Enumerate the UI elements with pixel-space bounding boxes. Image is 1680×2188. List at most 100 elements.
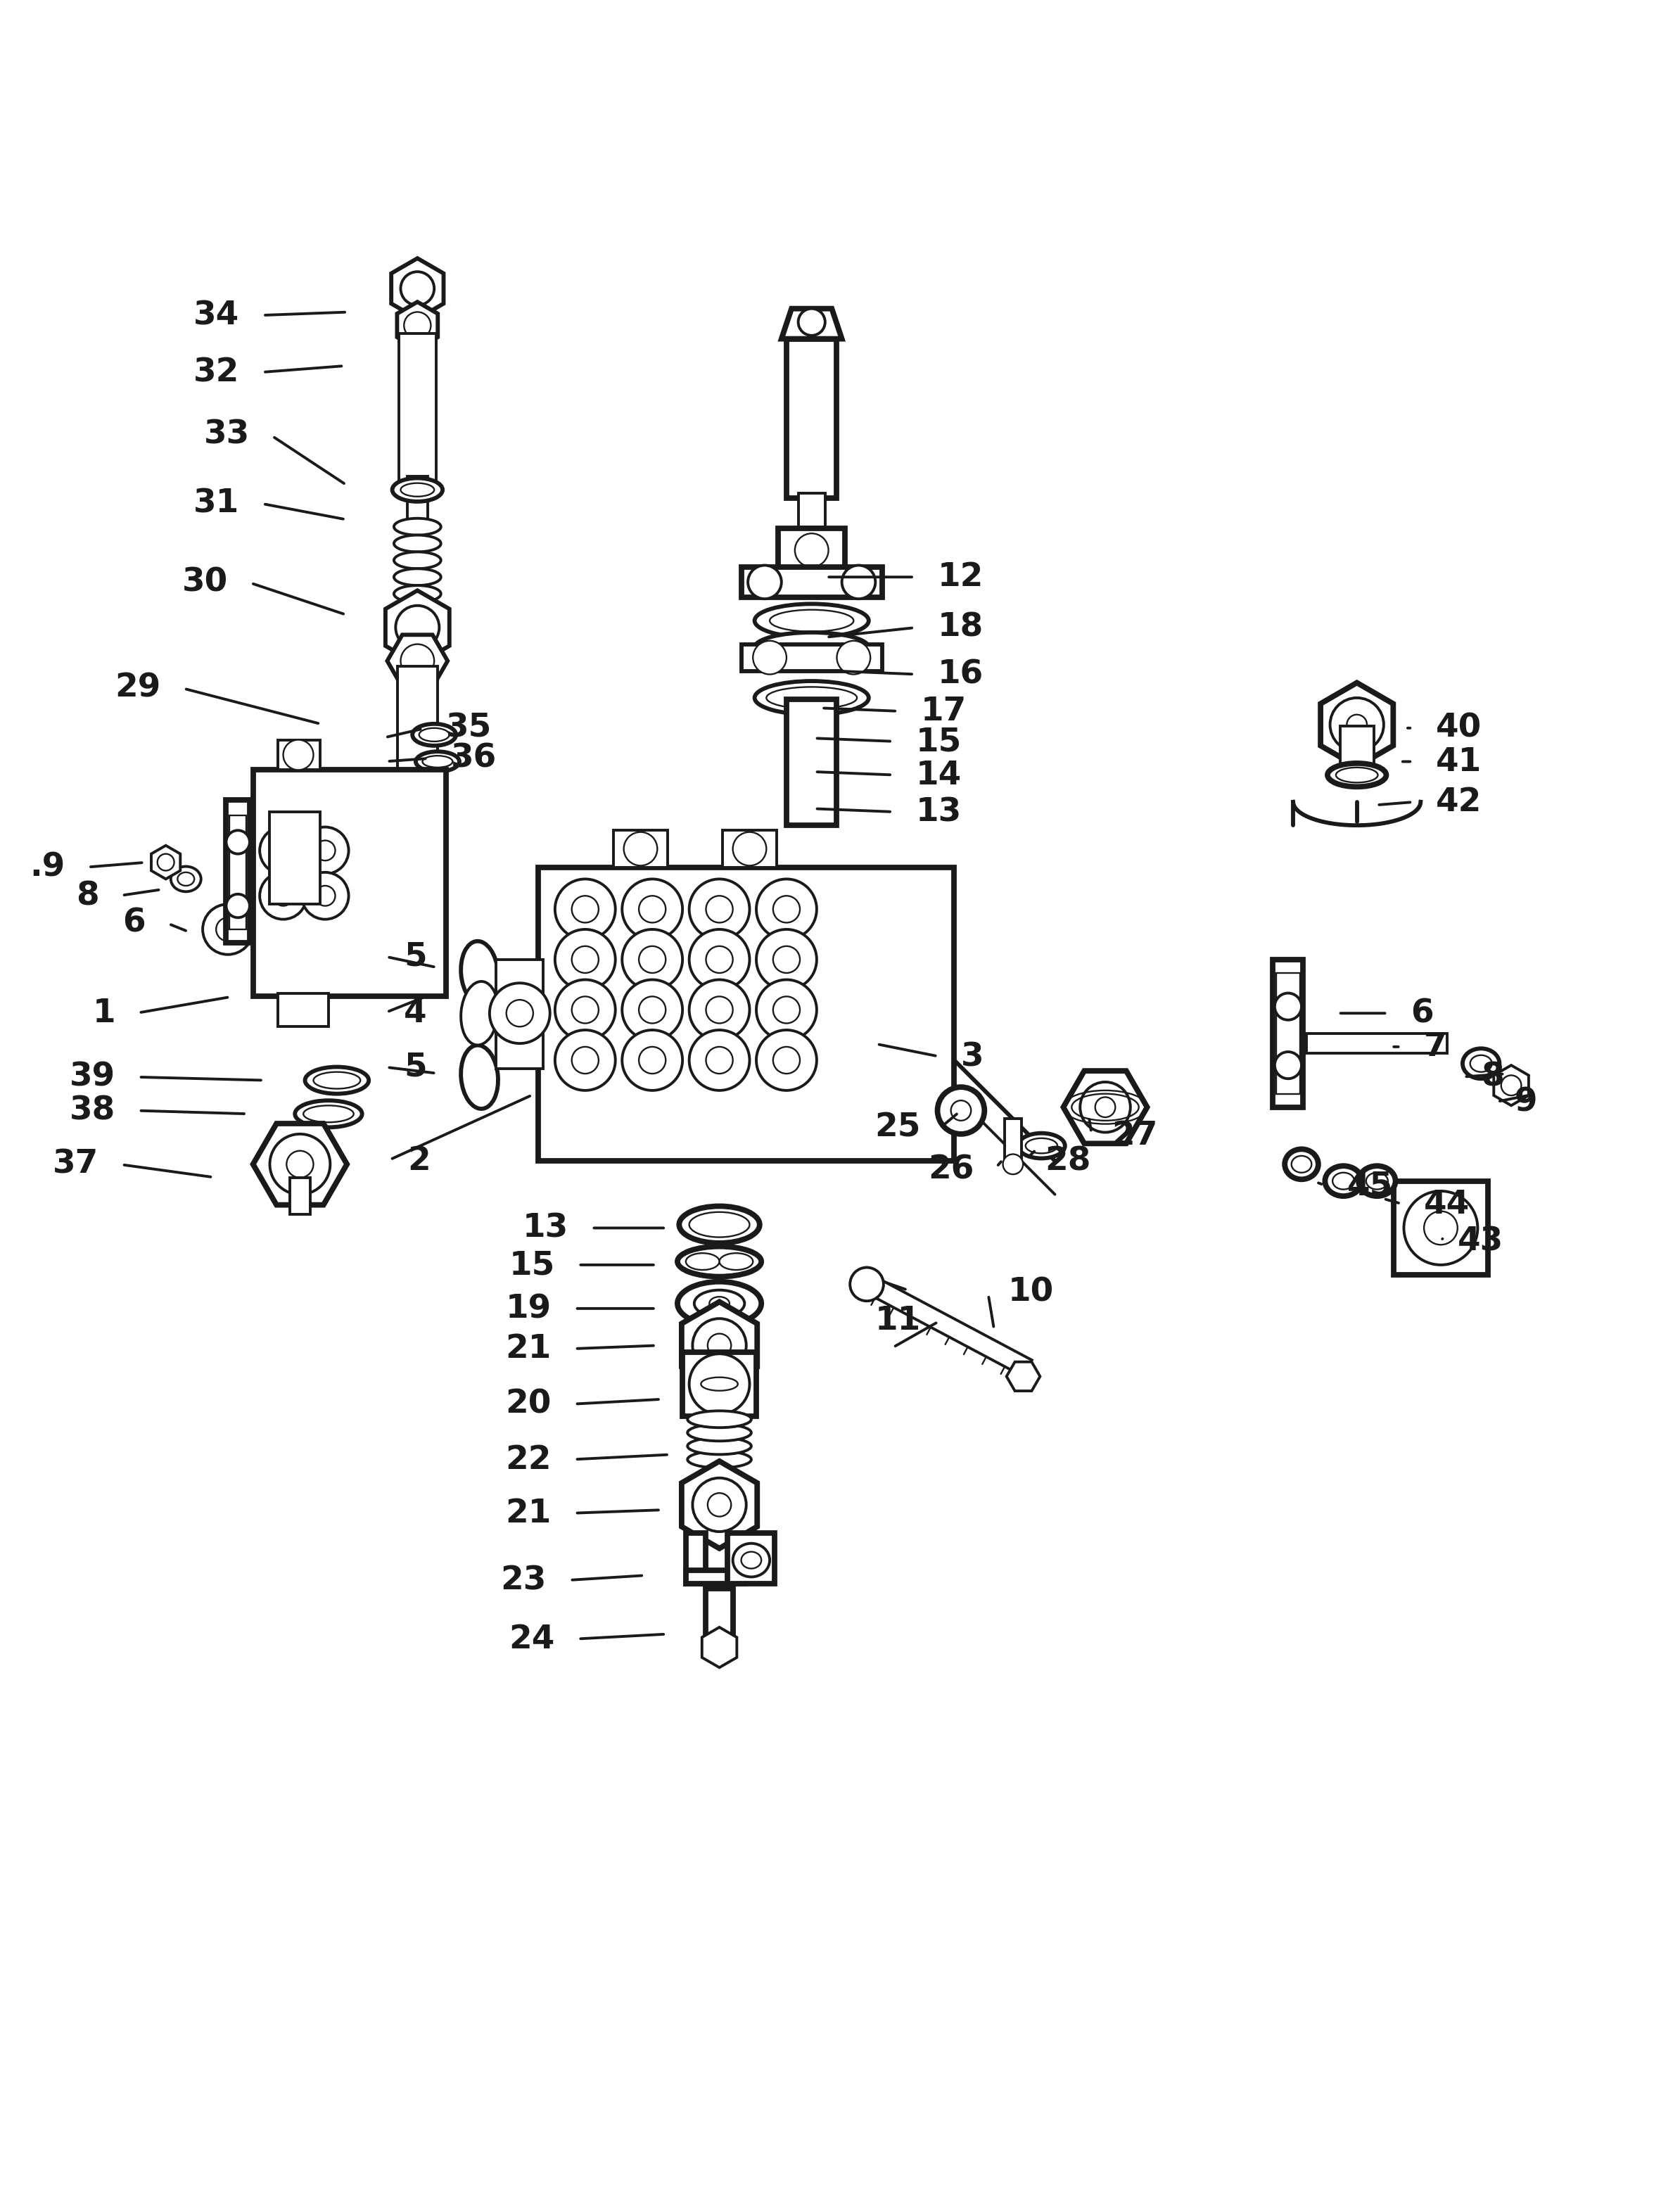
Ellipse shape bbox=[694, 1291, 744, 1317]
Bar bbox=[613, 831, 667, 869]
Circle shape bbox=[707, 1335, 731, 1357]
Ellipse shape bbox=[393, 569, 440, 586]
Ellipse shape bbox=[754, 632, 869, 663]
Bar bbox=[538, 869, 954, 1162]
Text: .9: .9 bbox=[30, 851, 66, 884]
Ellipse shape bbox=[460, 982, 497, 1046]
Ellipse shape bbox=[393, 519, 440, 536]
Circle shape bbox=[571, 1048, 598, 1074]
Bar bbox=[279, 740, 321, 770]
Circle shape bbox=[260, 873, 307, 919]
Circle shape bbox=[756, 980, 816, 1039]
Text: 22: 22 bbox=[506, 1444, 551, 1475]
Circle shape bbox=[158, 853, 175, 871]
Circle shape bbox=[571, 897, 598, 923]
Ellipse shape bbox=[171, 866, 202, 893]
Polygon shape bbox=[386, 635, 447, 687]
Polygon shape bbox=[1063, 1072, 1147, 1144]
Polygon shape bbox=[385, 591, 449, 665]
Ellipse shape bbox=[687, 1438, 751, 1455]
Bar bbox=[1005, 1118, 1021, 1166]
Ellipse shape bbox=[769, 610, 853, 632]
Text: 40: 40 bbox=[1435, 713, 1482, 744]
Ellipse shape bbox=[677, 1247, 761, 1278]
Text: 1: 1 bbox=[92, 998, 116, 1028]
Text: 25: 25 bbox=[875, 1112, 921, 1144]
Polygon shape bbox=[1006, 1363, 1040, 1392]
Bar bbox=[741, 645, 882, 672]
Circle shape bbox=[622, 980, 682, 1039]
Text: 5: 5 bbox=[403, 1052, 427, 1083]
Bar bbox=[1393, 1182, 1487, 1276]
Ellipse shape bbox=[1366, 1173, 1388, 1190]
Circle shape bbox=[638, 897, 665, 923]
Ellipse shape bbox=[687, 1411, 751, 1429]
Circle shape bbox=[1347, 715, 1366, 735]
Circle shape bbox=[1080, 1083, 1131, 1133]
Polygon shape bbox=[702, 1628, 736, 1667]
Circle shape bbox=[937, 1087, 984, 1133]
Circle shape bbox=[1500, 1076, 1520, 1096]
Circle shape bbox=[395, 606, 438, 650]
Ellipse shape bbox=[178, 873, 195, 886]
Ellipse shape bbox=[1326, 1166, 1361, 1197]
Polygon shape bbox=[254, 1125, 346, 1206]
Circle shape bbox=[203, 904, 254, 954]
Text: 6: 6 bbox=[123, 908, 146, 939]
Text: 43: 43 bbox=[1457, 1225, 1504, 1258]
Bar bbox=[396, 667, 437, 792]
Text: 13: 13 bbox=[916, 796, 961, 827]
Ellipse shape bbox=[701, 1378, 738, 1392]
Text: 19: 19 bbox=[506, 1293, 551, 1324]
Bar bbox=[1277, 974, 1300, 1094]
Text: 2: 2 bbox=[407, 1144, 430, 1177]
Circle shape bbox=[638, 1048, 665, 1074]
Text: 21: 21 bbox=[506, 1332, 551, 1365]
Bar bbox=[722, 831, 776, 869]
Ellipse shape bbox=[687, 1424, 751, 1442]
Text: 15: 15 bbox=[509, 1249, 554, 1280]
Ellipse shape bbox=[1332, 1173, 1354, 1190]
Ellipse shape bbox=[1018, 1133, 1065, 1160]
Bar bbox=[682, 1352, 756, 1416]
Circle shape bbox=[689, 980, 749, 1039]
Text: 14: 14 bbox=[916, 759, 961, 792]
Circle shape bbox=[706, 897, 732, 923]
Text: 27: 27 bbox=[1112, 1120, 1158, 1151]
Circle shape bbox=[227, 831, 250, 853]
Circle shape bbox=[400, 271, 433, 306]
Ellipse shape bbox=[422, 757, 452, 768]
Bar bbox=[685, 1571, 744, 1584]
Text: 12: 12 bbox=[937, 562, 983, 593]
Polygon shape bbox=[781, 309, 842, 339]
Circle shape bbox=[638, 998, 665, 1024]
Text: 42: 42 bbox=[1435, 785, 1482, 818]
Bar bbox=[741, 567, 882, 597]
Circle shape bbox=[773, 947, 800, 974]
Text: 30: 30 bbox=[181, 567, 228, 597]
Bar bbox=[270, 812, 321, 904]
Ellipse shape bbox=[1357, 1166, 1394, 1197]
Ellipse shape bbox=[460, 941, 497, 1004]
Text: 37: 37 bbox=[52, 1149, 99, 1179]
Ellipse shape bbox=[418, 729, 449, 742]
Text: 7: 7 bbox=[1423, 1031, 1446, 1063]
Circle shape bbox=[274, 840, 294, 860]
Text: 17: 17 bbox=[921, 696, 966, 726]
Circle shape bbox=[692, 1319, 746, 1372]
Circle shape bbox=[706, 998, 732, 1024]
Ellipse shape bbox=[766, 687, 857, 709]
Circle shape bbox=[571, 998, 598, 1024]
Circle shape bbox=[1423, 1212, 1457, 1245]
Text: 3: 3 bbox=[961, 1041, 984, 1072]
Ellipse shape bbox=[393, 536, 440, 551]
Circle shape bbox=[951, 1101, 971, 1120]
Ellipse shape bbox=[687, 1451, 751, 1468]
Circle shape bbox=[689, 1354, 749, 1413]
Ellipse shape bbox=[1336, 768, 1378, 783]
Text: 33: 33 bbox=[203, 418, 250, 451]
Bar bbox=[496, 961, 543, 1070]
Circle shape bbox=[706, 947, 732, 974]
Text: 31: 31 bbox=[193, 488, 240, 519]
Ellipse shape bbox=[393, 602, 440, 619]
